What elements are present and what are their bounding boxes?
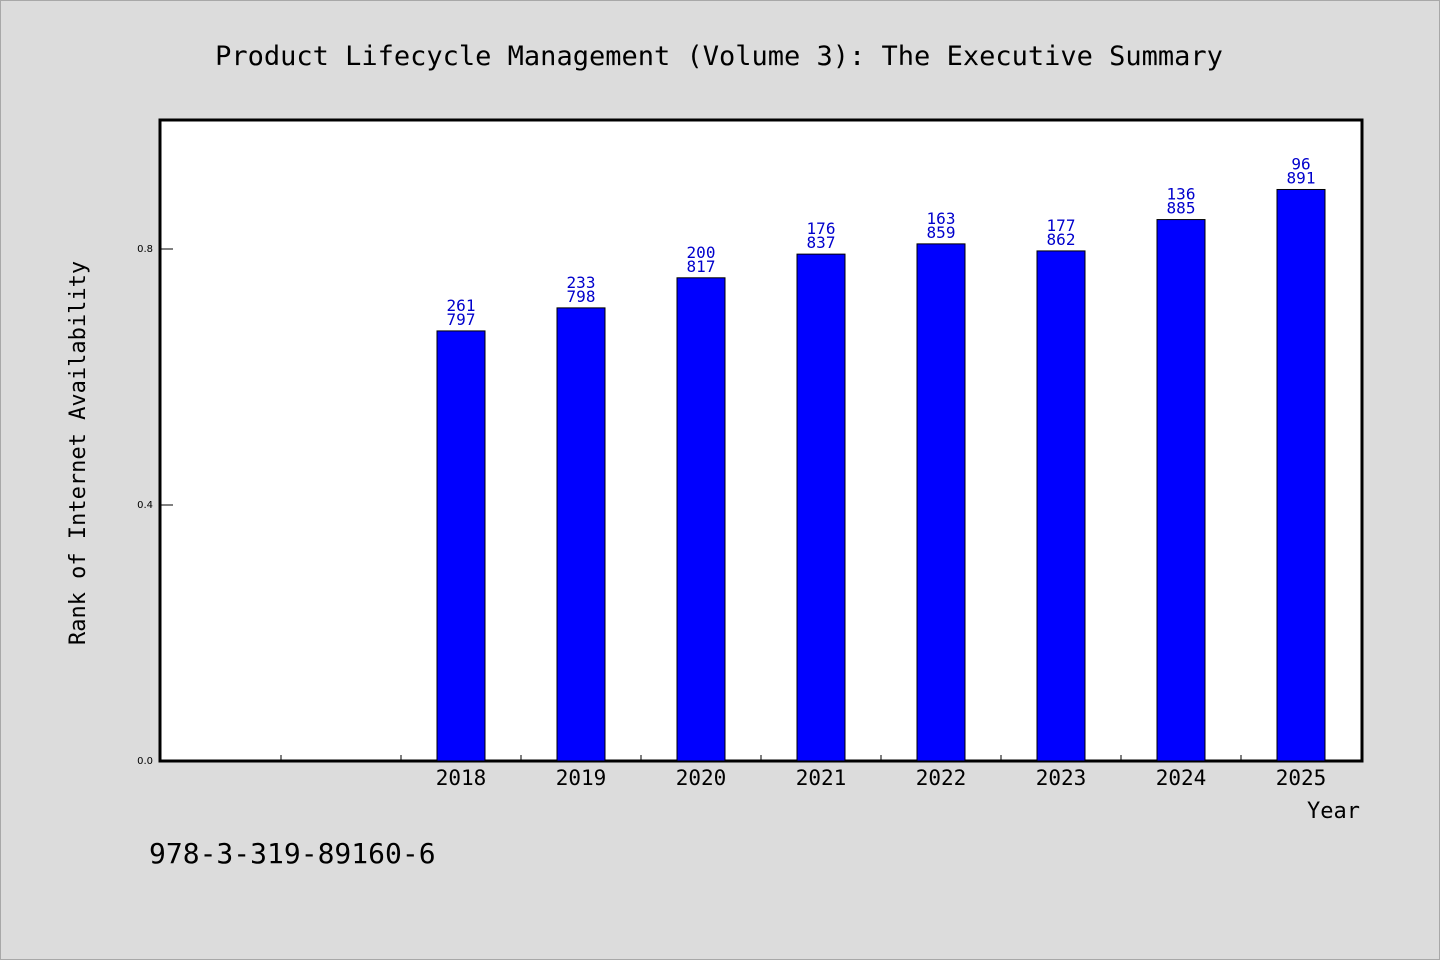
x-tick-label: 2024	[1156, 766, 1207, 790]
x-tick-label: 2018	[436, 766, 487, 790]
data-label-top: 233	[567, 273, 596, 292]
x-tick-label: 2021	[796, 766, 847, 790]
bar-2022	[916, 243, 966, 762]
bar-2023	[1036, 250, 1086, 762]
data-label-top: 96	[1291, 154, 1310, 173]
bar-2018	[436, 330, 486, 762]
x-tick-label: 2020	[676, 766, 727, 790]
data-label-bottom: 885	[1167, 199, 1196, 218]
data-label-top: 163	[927, 209, 956, 228]
data-label-bottom: 798	[567, 287, 596, 306]
data-label-bottom: 859	[927, 223, 956, 242]
x-tick-label: 2025	[1276, 766, 1327, 790]
isbn-label: 978-3-319-89160-6	[149, 837, 436, 870]
bar-2025	[1276, 188, 1326, 762]
data-label-top: 200	[687, 243, 716, 262]
x-tick-label: 2019	[556, 766, 607, 790]
x-axis-title: Year	[1307, 799, 1360, 824]
bar-2019	[556, 307, 606, 762]
data-label-bottom: 862	[1047, 230, 1076, 249]
y-tick-label: 0.4	[137, 500, 153, 511]
data-label-bottom: 817	[687, 257, 716, 276]
y-axis-title: Rank of Internet Availability	[66, 261, 91, 645]
chart-title: Product Lifecycle Management (Volume 3):…	[215, 41, 1223, 72]
bar-2024	[1156, 219, 1206, 762]
data-label-bottom: 797	[447, 310, 476, 329]
bar-2021	[796, 253, 846, 762]
bar-2020	[676, 277, 726, 762]
y-tick-label: 0.0	[137, 756, 153, 767]
ticks-layer: 2018 2019 2020 2021 2022 2023 2024 2025 0.0 0.4 0.…	[137, 244, 1326, 790]
data-label-top: 136	[1167, 185, 1196, 204]
x-tick-label: 2023	[1036, 766, 1087, 790]
data-label-bottom: 837	[807, 233, 836, 252]
y-tick-label: 0.8	[137, 244, 153, 255]
data-label-bottom: 891	[1287, 168, 1316, 187]
data-label-top: 176	[807, 219, 836, 238]
data-label-top: 261	[447, 296, 476, 315]
x-tick-label: 2022	[916, 766, 967, 790]
data-label-top: 177	[1047, 216, 1076, 235]
